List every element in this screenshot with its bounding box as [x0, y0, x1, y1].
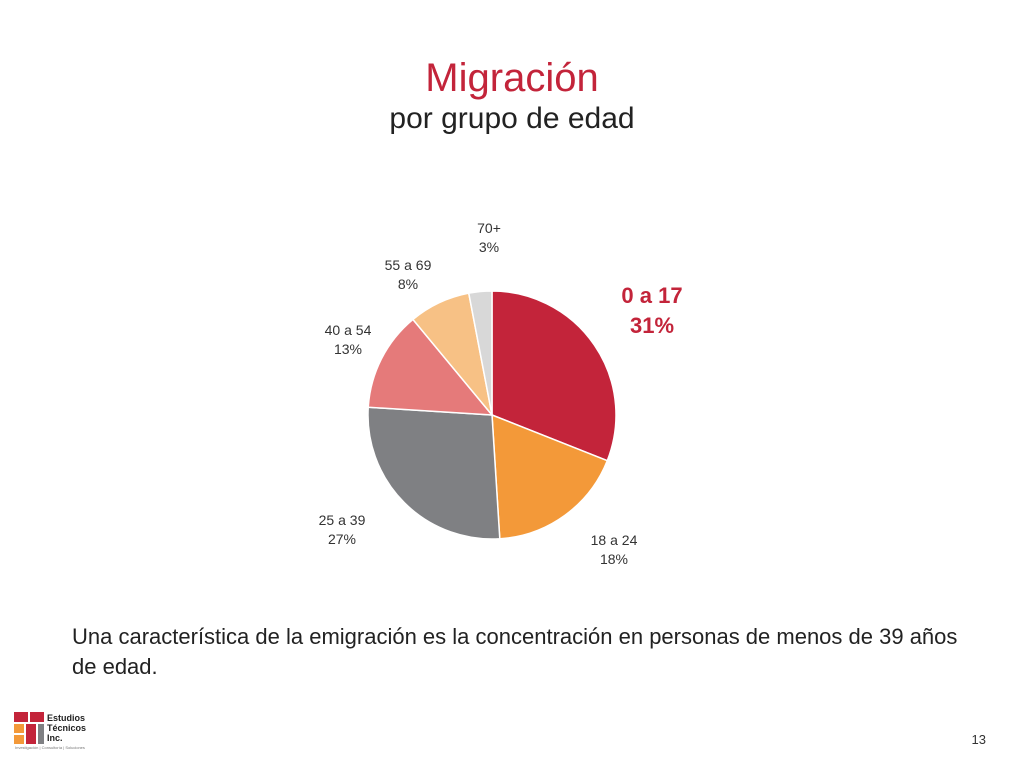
pie-slice-4: [367, 318, 494, 416]
slice-label-1: 0 a 17 31%: [621, 281, 682, 341]
slice-label-percent: 3%: [478, 239, 500, 255]
slice-label-percent: 8%: [397, 276, 419, 292]
slide-caption: Una característica de la emigración es l…: [72, 624, 958, 679]
slice-label-name: 18 a 24: [590, 532, 638, 548]
pie-slice-2: [491, 413, 609, 540]
logo-line-2: Técnicos: [47, 723, 87, 733]
slice-label-3: 25 a 39 27%: [319, 511, 366, 549]
page-number: 13: [971, 732, 986, 747]
pie-slice-3: [367, 406, 501, 540]
logo-mark-icon: [14, 712, 44, 746]
slice-label-name: 70+: [477, 220, 501, 236]
slice-label-name: 40 a 54: [324, 322, 372, 338]
logo-line-1: Estudios: [47, 713, 86, 723]
slice-label-percent: 13%: [333, 341, 363, 357]
slice-label-6: 70+ 3%: [477, 219, 501, 257]
pie-slice-1: [491, 290, 617, 462]
slice-label-name: 25 a 39: [318, 512, 366, 528]
slice-label-4: 40 a 54 13%: [325, 321, 372, 359]
slice-label-name: 55 a 69: [384, 257, 432, 273]
slice-label-2: 18 a 24 18%: [591, 531, 638, 569]
logo-text: Estudios Técnicos Inc.: [47, 713, 86, 743]
pie-chart: [367, 290, 617, 540]
slide-subtitle: por grupo de edad: [389, 102, 635, 135]
slice-label-percent: 18%: [599, 551, 629, 567]
slide-title: Migración: [425, 56, 599, 100]
slice-label-percent: 27%: [327, 531, 357, 547]
company-logo: Estudios Técnicos Inc. Investigación | C…: [14, 712, 124, 752]
pie-slice-6: [467, 290, 493, 416]
slice-label-5: 55 a 69 8%: [385, 256, 432, 294]
slice-label-percent: 31%: [629, 313, 675, 338]
logo-line-3: Inc.: [47, 733, 63, 743]
logo-tagline: Investigación | Consultoría | Soluciones: [15, 745, 85, 750]
slice-label-name: 0 a 17: [621, 283, 683, 308]
